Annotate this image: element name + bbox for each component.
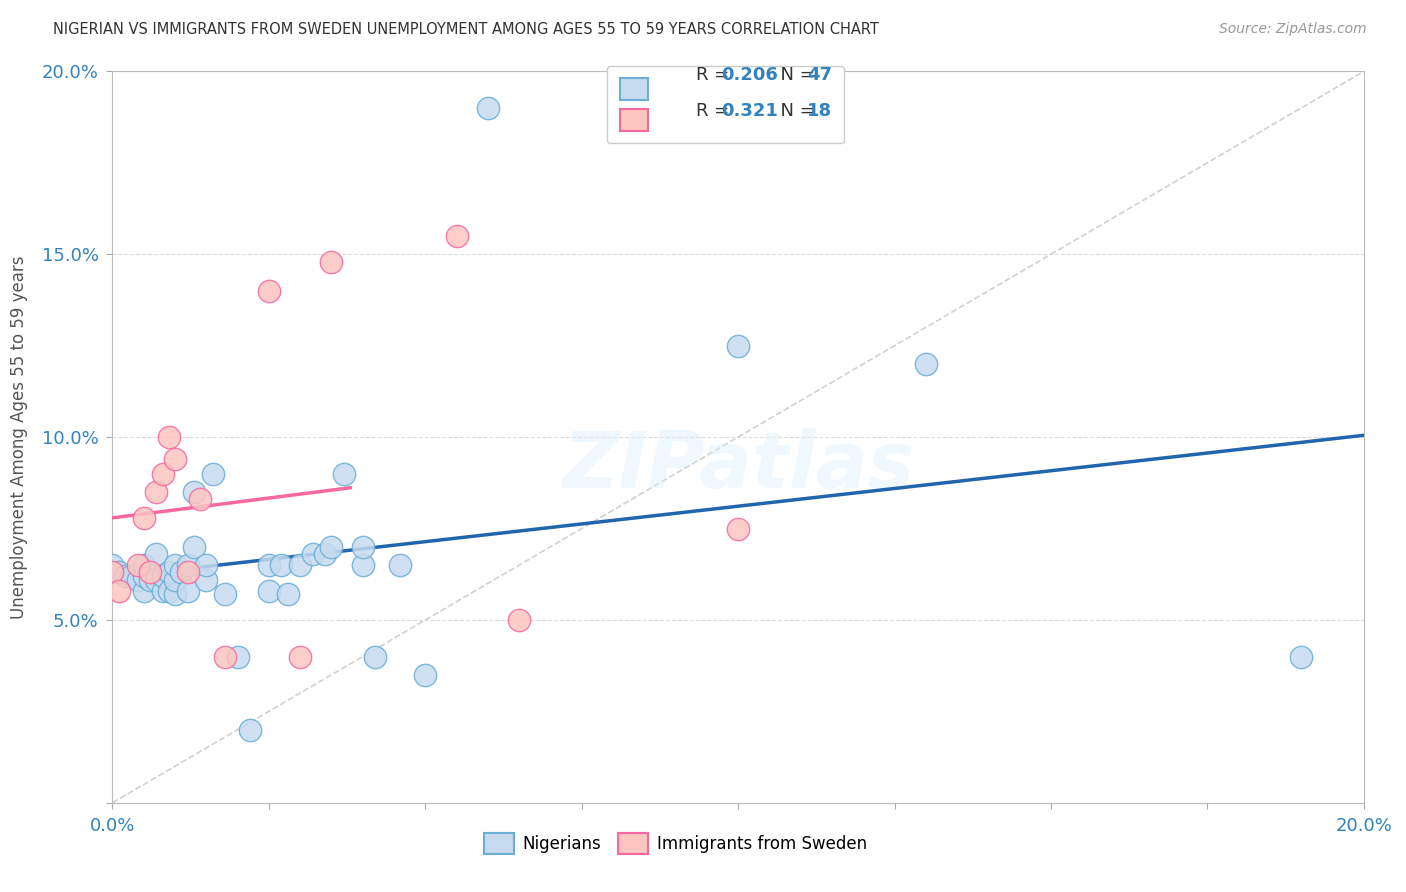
Point	[132, 558, 155, 573]
Point	[163, 558, 186, 573]
Point	[290, 649, 312, 664]
Text: R =: R =	[696, 67, 734, 85]
Point	[727, 521, 749, 535]
Point	[176, 583, 198, 598]
Point	[132, 510, 155, 524]
Point	[152, 583, 174, 598]
Point	[257, 284, 280, 298]
Point	[176, 566, 198, 580]
Point	[152, 569, 174, 583]
Text: 0.206: 0.206	[721, 67, 778, 85]
Point	[145, 547, 167, 561]
Point	[163, 452, 186, 467]
Point	[170, 566, 193, 580]
Point	[321, 540, 343, 554]
Point	[107, 566, 129, 580]
Text: NIGERIAN VS IMMIGRANTS FROM SWEDEN UNEMPLOYMENT AMONG AGES 55 TO 59 YEARS CORREL: NIGERIAN VS IMMIGRANTS FROM SWEDEN UNEMP…	[53, 22, 879, 37]
Point	[127, 558, 149, 573]
Point	[132, 569, 155, 583]
Point	[226, 649, 249, 664]
Point	[214, 587, 236, 601]
Point	[101, 566, 124, 580]
Y-axis label: Unemployment Among Ages 55 to 59 years: Unemployment Among Ages 55 to 59 years	[10, 255, 28, 619]
Point	[152, 467, 174, 481]
Point	[508, 613, 530, 627]
Text: N =: N =	[769, 103, 820, 120]
Text: R =: R =	[696, 103, 734, 120]
Text: 47: 47	[807, 67, 832, 85]
Point	[314, 547, 336, 561]
Point	[176, 558, 198, 573]
Point	[183, 485, 205, 500]
Point	[127, 573, 149, 587]
Point	[364, 649, 387, 664]
Point	[145, 485, 167, 500]
Point	[188, 492, 211, 507]
Point	[139, 566, 162, 580]
Point	[415, 667, 437, 681]
Point	[352, 558, 374, 573]
Point	[163, 587, 186, 601]
Point	[132, 583, 155, 598]
Point	[727, 338, 749, 352]
Point	[157, 566, 180, 580]
Point	[214, 649, 236, 664]
Point	[446, 229, 468, 244]
Point	[239, 723, 262, 737]
Point	[120, 569, 142, 583]
Point	[195, 573, 218, 587]
Text: 0.321: 0.321	[721, 103, 778, 120]
Point	[157, 583, 180, 598]
Point	[195, 558, 218, 573]
Legend: Nigerians, Immigrants from Sweden: Nigerians, Immigrants from Sweden	[478, 827, 873, 860]
Point	[107, 583, 129, 598]
Point	[183, 540, 205, 554]
Point	[163, 573, 186, 587]
Point	[915, 357, 938, 371]
Point	[145, 573, 167, 587]
Point	[277, 587, 299, 601]
Point	[270, 558, 292, 573]
Text: ZIPatlas: ZIPatlas	[562, 428, 914, 504]
Point	[321, 254, 343, 268]
Point	[333, 467, 356, 481]
Point	[301, 547, 323, 561]
Point	[389, 558, 412, 573]
Point	[201, 467, 224, 481]
Point	[114, 569, 136, 583]
Point	[139, 573, 162, 587]
Text: Source: ZipAtlas.com: Source: ZipAtlas.com	[1219, 22, 1367, 37]
Point	[157, 430, 180, 444]
Point	[257, 583, 280, 598]
Point	[101, 558, 124, 573]
Text: 18: 18	[807, 103, 832, 120]
Point	[257, 558, 280, 573]
Point	[477, 101, 499, 115]
Point	[290, 558, 312, 573]
Point	[1291, 649, 1313, 664]
Text: N =: N =	[769, 67, 820, 85]
Point	[352, 540, 374, 554]
